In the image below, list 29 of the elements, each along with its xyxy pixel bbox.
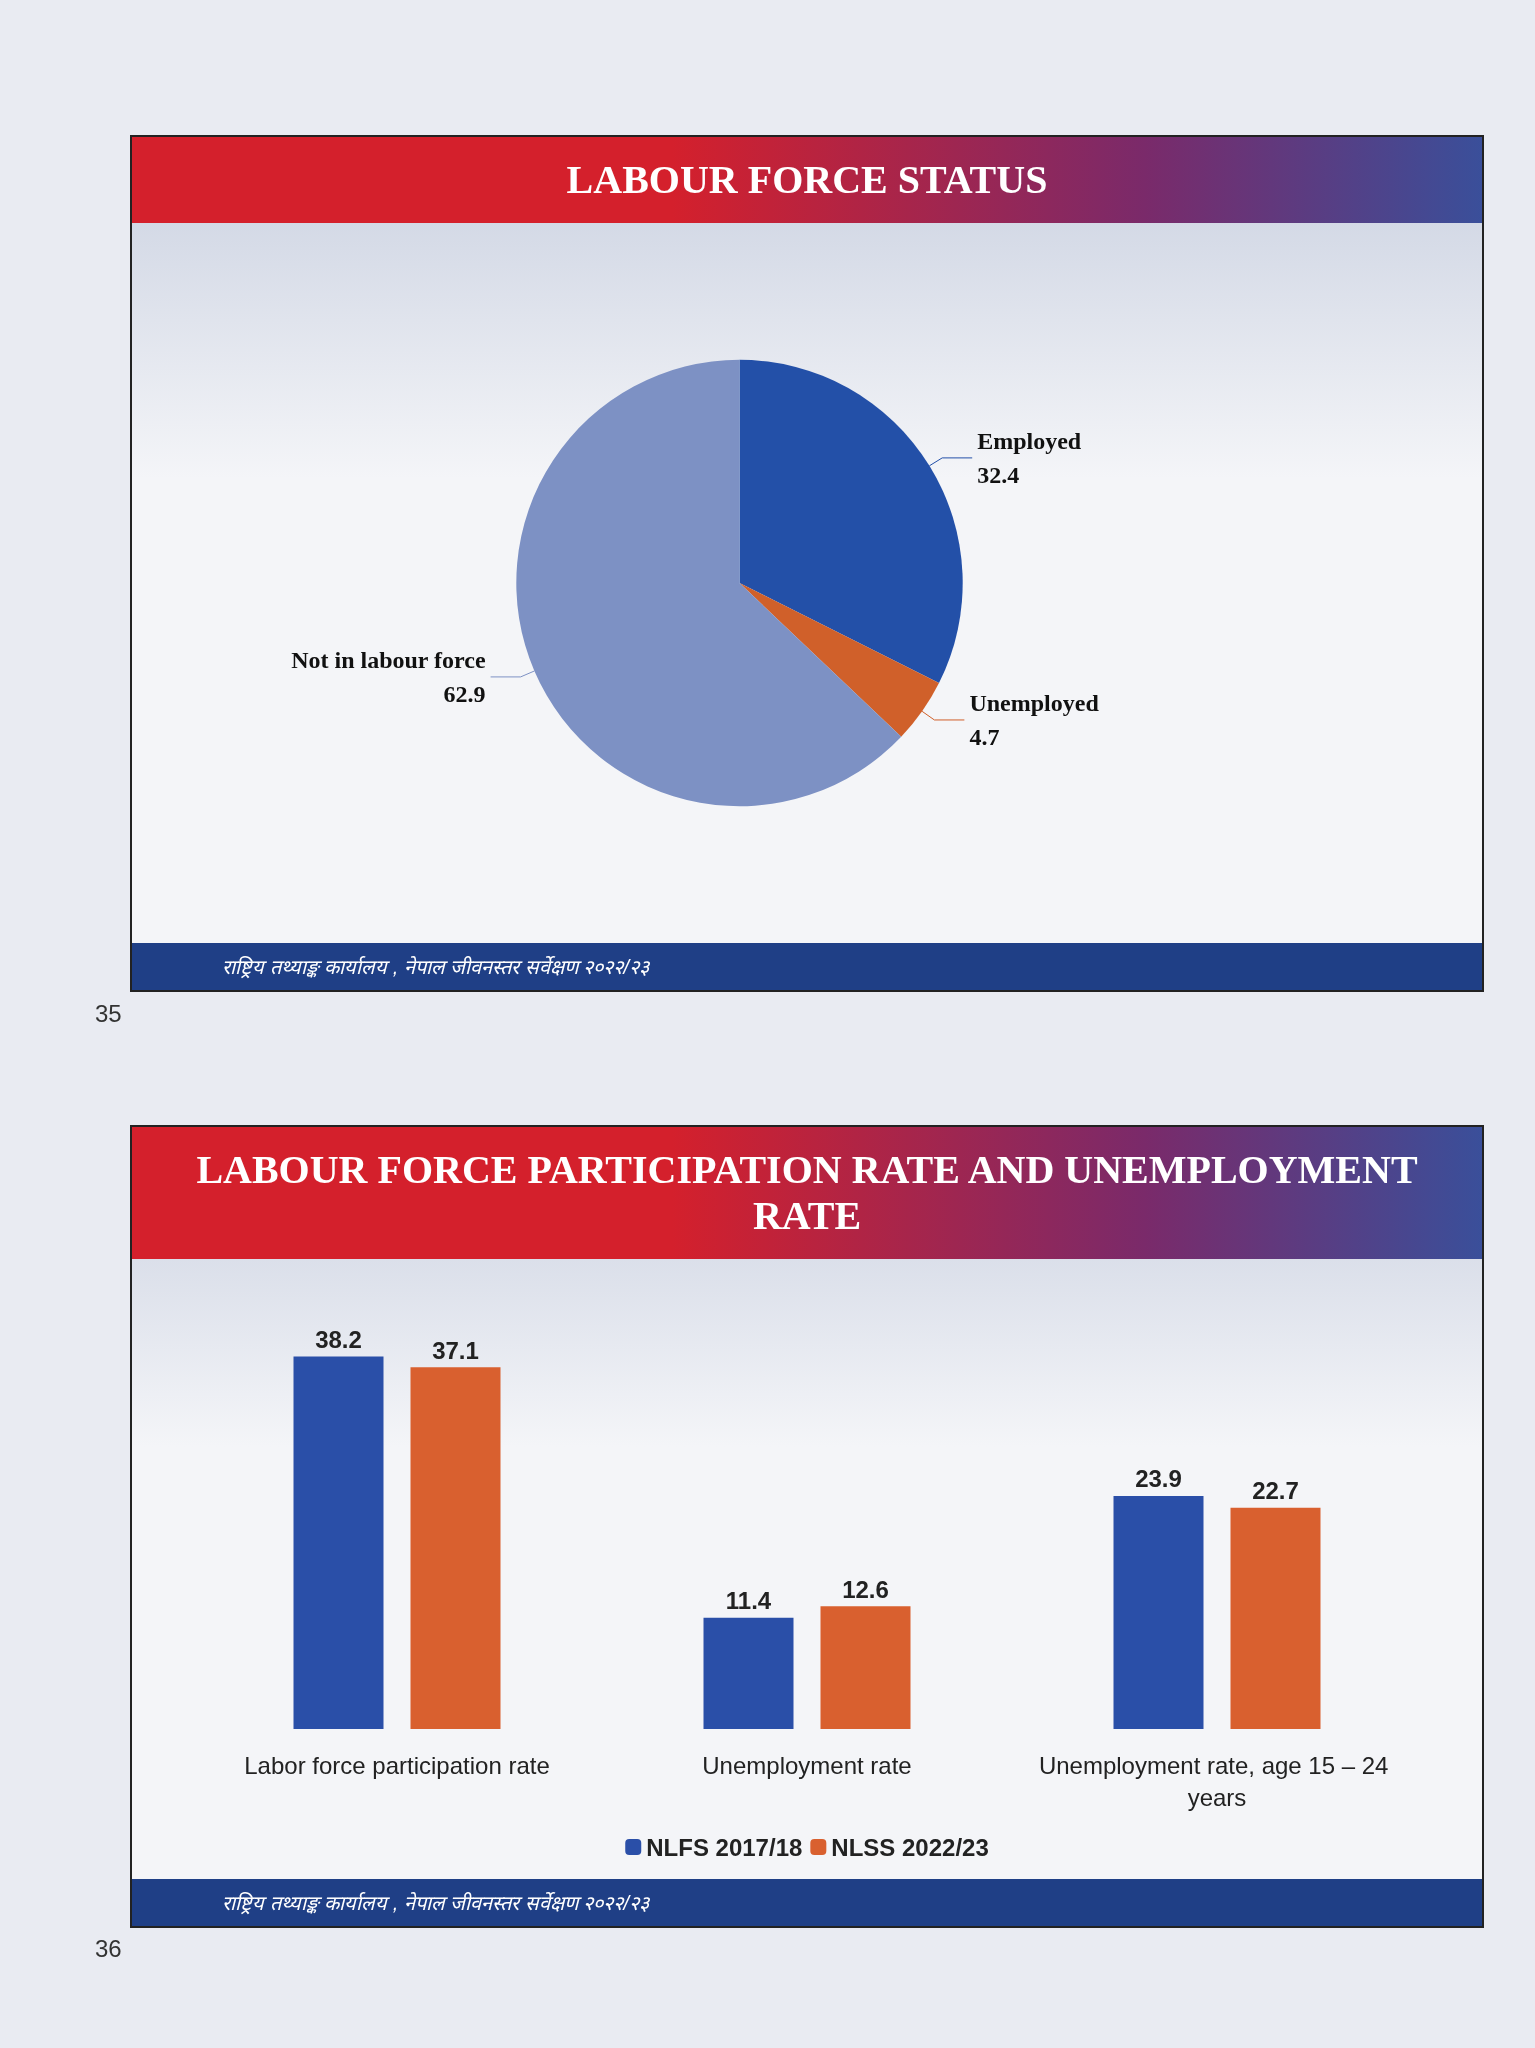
data-label: 38.2 [315,1326,362,1354]
bar [293,1356,384,1729]
x-tick-label: Unemployment rate [702,1751,912,1779]
data-label: 32.4 [977,461,1020,488]
text: 36 [95,1935,122,1963]
bar [410,1367,501,1729]
bar [1113,1495,1204,1729]
legend-label: NLFS 2017/18 [646,1833,803,1861]
chart-title: LABOUR FORCE PARTICIPATION RATE AND UNEMPLOYMENT RATE [132,1127,1482,1259]
bar [1230,1507,1321,1729]
chart-title: LABOUR FORCE STATUS [132,137,1482,223]
data-label: 37.1 [432,1336,479,1364]
data-label: 62.9 [443,680,486,707]
text: 35 [95,1000,122,1028]
slice-label: Not in labour force [291,646,486,673]
bar [703,1617,794,1729]
slice-label: Employed [977,427,1082,454]
data-label: 22.7 [1252,1477,1299,1505]
text: राष्ट्रिय तथ्याङ्क कार्यालय , नेपाल जीवनस्तर सर्वेक्षण २०२२/२३ [132,943,1482,990]
slice-label: Unemployed [969,689,1100,716]
x-tick-label: Unemployment rate, age 15 – 24 years [1038,1751,1396,1811]
x-tick-label: Labor force participation rate [244,1751,550,1779]
data-label: 4.7 [969,723,1000,750]
text: राष्ट्रिय तथ्याङ्क कार्यालय , नेपाल जीवनस्तर सर्वेक्षण २०२२/२३ [132,1879,1482,1926]
data-label: 11.4 [725,1587,772,1615]
data-label: 12.6 [842,1575,889,1603]
bar [820,1606,911,1729]
data-label: 23.9 [1135,1465,1182,1493]
legend-label: NLSS 2022/23 [831,1833,989,1861]
